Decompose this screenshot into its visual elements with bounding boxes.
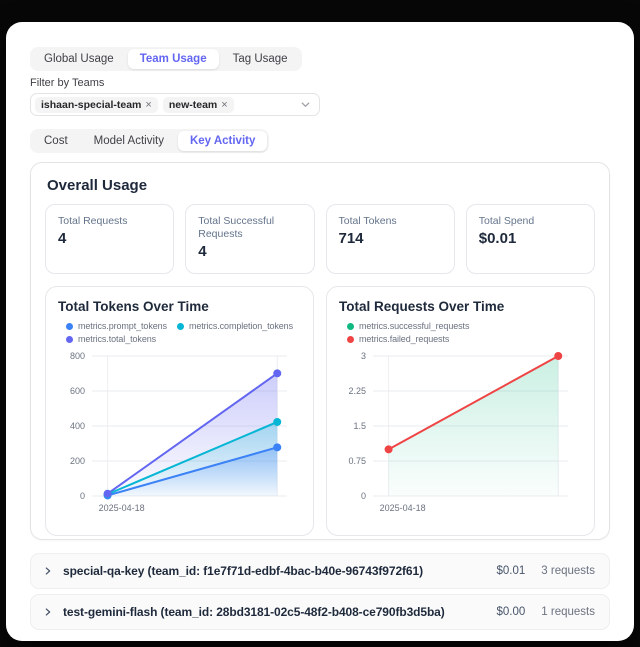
charts-row: Total Tokens Over Time metrics.prompt_to… <box>45 286 595 536</box>
overall-usage-panel: Overall Usage Total Requests 4 Total Suc… <box>30 162 610 540</box>
svg-text:0: 0 <box>361 491 366 501</box>
stat-value: 714 <box>338 230 364 247</box>
activity-tabs: Cost Model Activity Key Activity <box>30 129 270 153</box>
key-list: special-qa-key (team_id: f1e7f71d-edbf-4… <box>30 553 610 630</box>
stat-value: 4 <box>198 243 207 260</box>
legend-item: metrics.prompt_tokens <box>66 321 167 331</box>
chevron-down-icon <box>300 99 311 110</box>
legend-color-dot <box>66 322 73 330</box>
team-chip-label: ishaan-special-team <box>41 98 142 111</box>
legend-label: metrics.completion_tokens <box>188 321 293 331</box>
stat-label: Total Successful Requests <box>198 215 275 240</box>
legend-item: metrics.total_tokens <box>66 334 301 344</box>
legend-label: metrics.successful_requests <box>359 321 470 331</box>
stats-row: Total Requests 4 Total Successful Reques… <box>45 204 595 274</box>
key-spend: $0.00 <box>496 606 526 618</box>
chip-remove-icon[interactable]: × <box>145 98 152 111</box>
legend-label: metrics.failed_requests <box>359 334 450 344</box>
chart-legend: metrics.prompt_tokens metrics.completion_… <box>66 321 301 344</box>
panel-title: Overall Usage <box>47 177 148 194</box>
chart-legend: metrics.successful_requests metrics.faile… <box>347 321 582 344</box>
svg-text:2025-04-18: 2025-04-18 <box>380 503 426 513</box>
stat-label: Total Requests <box>58 215 128 227</box>
tab-key-activity[interactable]: Key Activity <box>177 131 268 151</box>
stat-card-total-tokens: Total Tokens 714 <box>325 204 455 274</box>
team-chip: new-team × <box>162 96 234 113</box>
svg-text:600: 600 <box>70 386 85 396</box>
usage-scope-tabs: Global Usage Team Usage Tag Usage <box>30 47 302 71</box>
svg-text:3: 3 <box>361 351 366 361</box>
chart-title: Total Requests Over Time <box>339 299 505 314</box>
stat-value: $0.01 <box>478 230 517 247</box>
legend-label: metrics.total_tokens <box>78 334 157 344</box>
svg-text:200: 200 <box>70 456 85 466</box>
svg-text:1.5: 1.5 <box>353 421 366 431</box>
team-chip-label: new-team <box>168 98 218 111</box>
stat-card-total-requests: Total Requests 4 <box>45 204 175 274</box>
stat-card-total-successful-requests: Total Successful Requests 4 <box>185 204 315 274</box>
key-row-test-gemini-flash[interactable]: test-gemini-flash (team_id: 28bd3181-02c… <box>30 594 610 630</box>
tab-tag-usage[interactable]: Tag Usage <box>221 49 300 69</box>
tab-team-usage[interactable]: Team Usage <box>127 49 219 69</box>
requests-chart-plot: 0 0.75 1.5 2.25 3 2025-04-18 <box>348 351 568 513</box>
key-row-special-qa-key[interactable]: special-qa-key (team_id: f1e7f71d-edbf-4… <box>30 553 610 589</box>
team-filter-select[interactable]: ishaan-special-team × new-team × <box>30 93 320 116</box>
chevron-right-icon <box>43 607 53 617</box>
svg-text:2.25: 2.25 <box>348 386 366 396</box>
key-name: test-gemini-flash (team_id: 28bd3181-02c… <box>63 605 445 619</box>
filter-by-teams-label: Filter by Teams <box>30 77 105 89</box>
tokens-over-time-chart: Total Tokens Over Time metrics.prompt_to… <box>45 286 314 536</box>
svg-text:0.75: 0.75 <box>348 456 366 466</box>
chip-remove-icon[interactable]: × <box>221 98 228 111</box>
key-request-count: 1 requests <box>541 606 595 618</box>
team-chip: ishaan-special-team × <box>35 96 158 113</box>
tab-cost[interactable]: Cost <box>32 131 80 151</box>
svg-text:400: 400 <box>70 421 85 431</box>
key-name: special-qa-key (team_id: f1e7f71d-edbf-4… <box>63 564 423 578</box>
svg-text:2025-04-18: 2025-04-18 <box>99 503 145 513</box>
stat-value: 4 <box>58 230 67 247</box>
chart-title: Total Tokens Over Time <box>58 299 209 314</box>
legend-color-dot <box>66 335 73 343</box>
app-window: Global Usage Team Usage Tag Usage Filter… <box>6 22 634 641</box>
legend-color-dot <box>176 322 184 330</box>
requests-over-time-chart: Total Requests Over Time metrics.success… <box>326 286 595 536</box>
chevron-right-icon <box>43 566 53 576</box>
legend-label: metrics.prompt_tokens <box>78 321 167 331</box>
tab-model-activity[interactable]: Model Activity <box>82 131 176 151</box>
legend-item: metrics.failed_requests <box>347 334 582 344</box>
legend-color-dot <box>347 322 354 330</box>
svg-text:0: 0 <box>80 491 85 501</box>
legend-color-dot <box>347 335 354 343</box>
key-request-count: 3 requests <box>541 565 595 577</box>
stat-card-total-spend: Total Spend $0.01 <box>465 204 595 274</box>
stat-label: Total Tokens <box>338 215 397 227</box>
tokens-chart-plot: 0 200 400 600 800 2025-04-18 <box>70 351 287 513</box>
legend-item: metrics.completion_tokens <box>176 321 293 331</box>
stat-label: Total Spend <box>478 215 535 227</box>
tab-global-usage[interactable]: Global Usage <box>32 49 126 69</box>
svg-text:800: 800 <box>70 351 85 361</box>
legend-item: metrics.successful_requests <box>347 321 582 331</box>
key-spend: $0.01 <box>496 565 526 577</box>
